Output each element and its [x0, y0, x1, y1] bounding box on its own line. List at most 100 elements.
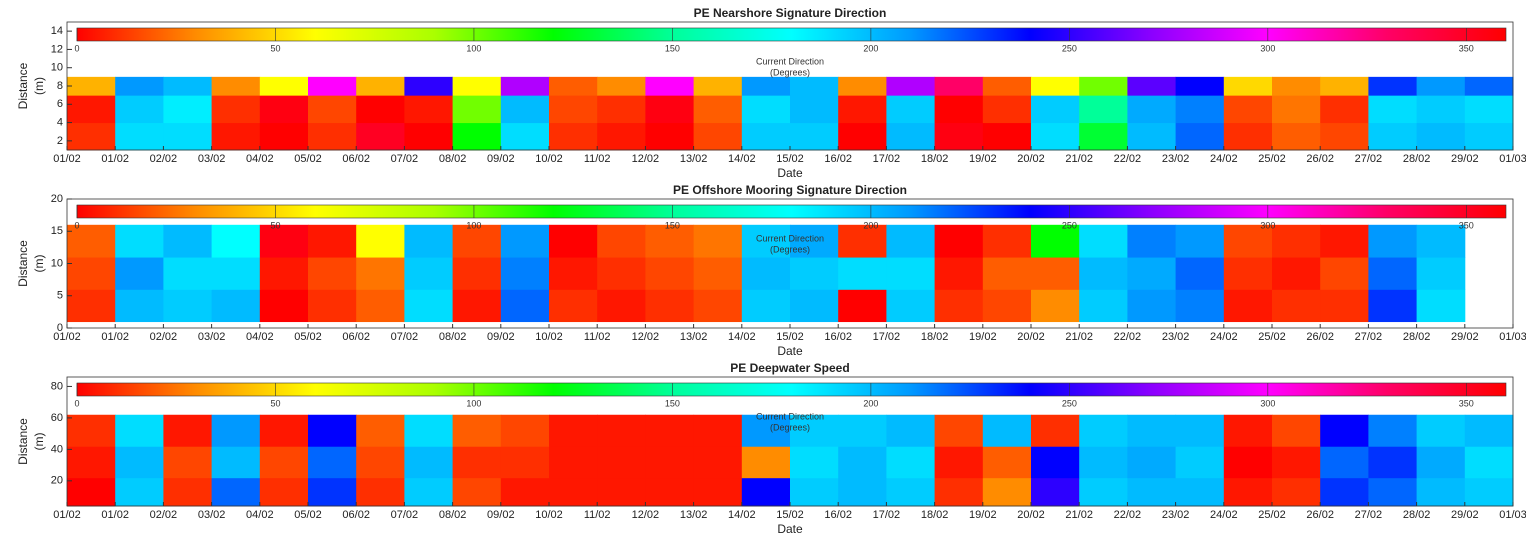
heatmap-cell	[645, 76, 695, 96]
heatmap-cell	[1368, 257, 1418, 290]
heatmap-cell	[500, 122, 550, 151]
x-tick-label: 17/02	[873, 509, 901, 521]
x-tick-label: 01/02	[53, 331, 81, 343]
heatmap-cell	[741, 446, 791, 479]
heatmap-cell	[1416, 122, 1466, 151]
heatmap-cell	[1416, 289, 1466, 323]
heatmap-cell	[693, 122, 743, 151]
colorbar-tick-label: 350	[1459, 220, 1474, 230]
heatmap-cell	[356, 414, 405, 447]
heatmap-cell	[1031, 414, 1080, 447]
heatmap-cell	[211, 446, 261, 479]
x-tick-label: 01/02	[101, 153, 129, 165]
heatmap-cell	[549, 224, 598, 258]
x-tick-label: 07/02	[391, 153, 419, 165]
x-tick-label: 13/02	[680, 331, 708, 343]
y-tick-label: 12	[51, 43, 63, 55]
heatmap-cell	[356, 289, 405, 323]
heatmap-cell	[597, 257, 646, 290]
colorbar-tick-label: 200	[863, 220, 878, 230]
heatmap-cell	[308, 257, 357, 290]
heatmap-cell	[1127, 477, 1177, 507]
heatmap-cell	[1464, 414, 1514, 447]
heatmap-cell	[1223, 289, 1273, 323]
heatmap-cell	[1031, 95, 1080, 124]
x-tick-label: 25/02	[1258, 153, 1286, 165]
heatmap-cell	[356, 446, 405, 479]
heatmap-cell	[1272, 122, 1321, 151]
heatmap-cell	[1079, 289, 1128, 323]
y-tick-label: 4	[57, 116, 63, 128]
heatmap-cell	[308, 446, 357, 479]
x-tick-label: 01/03	[1499, 509, 1526, 521]
x-tick-label: 26/02	[1306, 153, 1334, 165]
heatmap-cell	[259, 289, 309, 323]
heatmap-cell	[1079, 414, 1128, 447]
x-tick-label: 29/02	[1451, 509, 1479, 521]
y-tick-label: 8	[57, 80, 63, 92]
heatmap-cell	[1223, 446, 1273, 479]
colorbar-tick-label: 200	[863, 43, 878, 53]
heatmap-cell	[1175, 122, 1225, 151]
x-tick-label: 18/02	[921, 153, 949, 165]
heatmap-cell	[308, 414, 357, 447]
colorbar-tick-label: 250	[1062, 398, 1077, 408]
heatmap-cell	[259, 414, 309, 447]
heatmap-cell	[741, 224, 791, 258]
y-tick-label: 14	[51, 25, 63, 37]
x-tick-label: 24/02	[1210, 331, 1238, 343]
heatmap-cell	[549, 76, 598, 96]
heatmap-cell	[67, 446, 116, 479]
heatmap-cell	[356, 224, 405, 258]
heatmap-cell	[1368, 224, 1418, 258]
heatmap-cell	[549, 257, 598, 290]
heatmap-cell	[790, 257, 839, 290]
y-tick-label: 15	[51, 225, 63, 237]
colorbar-tick-label: 100	[466, 43, 481, 53]
heatmap-cell	[1079, 477, 1128, 507]
heatmap-cell	[67, 76, 116, 96]
chart-title: PE Deepwater Speed	[730, 361, 849, 375]
y-tick-label: 5	[57, 290, 63, 302]
heatmap-cell	[404, 257, 454, 290]
x-tick-label: 20/02	[1017, 509, 1045, 521]
x-tick-label: 27/02	[1355, 153, 1383, 165]
x-tick-label: 07/02	[391, 509, 419, 521]
heatmap-cell	[163, 76, 213, 96]
colorbar	[76, 27, 1507, 42]
heatmap-cell	[549, 289, 598, 323]
x-tick-label: 22/02	[1114, 153, 1142, 165]
x-tick-label: 12/02	[632, 331, 660, 343]
heatmap-cell	[163, 289, 213, 323]
x-tick-label: 13/02	[680, 509, 708, 521]
heatmap-cell	[259, 257, 309, 290]
heatmap-cell	[790, 95, 839, 124]
x-tick-label: 04/02	[246, 509, 274, 521]
heatmap-cell	[1416, 224, 1466, 258]
heatmap-cell	[886, 446, 936, 479]
colorbar	[76, 382, 1507, 397]
x-tick-label: 19/02	[969, 331, 997, 343]
heatmap-cell	[886, 224, 936, 258]
heatmap-cell	[1031, 76, 1080, 96]
heatmap-cell	[982, 257, 1032, 290]
heatmap-cell	[259, 477, 309, 507]
heatmap-cell	[259, 122, 309, 151]
heatmap-cell	[1320, 224, 1369, 258]
colorbar-tick-label: 100	[466, 398, 481, 408]
heatmap-cell	[452, 446, 502, 479]
heatmap-cell	[115, 257, 164, 290]
heatmap-cell	[790, 122, 839, 151]
heatmap-cell	[645, 477, 695, 507]
heatmap-cell	[982, 76, 1032, 96]
heatmap-cell	[549, 95, 598, 124]
x-tick-label: 03/02	[198, 331, 226, 343]
x-tick-label: 28/02	[1403, 509, 1431, 521]
colorbar-tick-label: 150	[665, 220, 680, 230]
y-tick-label: 20	[51, 193, 63, 205]
heatmap-cell	[211, 414, 261, 447]
heatmap-cell	[1368, 76, 1418, 96]
heatmap-cell	[1320, 414, 1369, 447]
y-tick-label: 2	[57, 135, 63, 147]
colorbar-tick-label: 0	[74, 220, 79, 230]
